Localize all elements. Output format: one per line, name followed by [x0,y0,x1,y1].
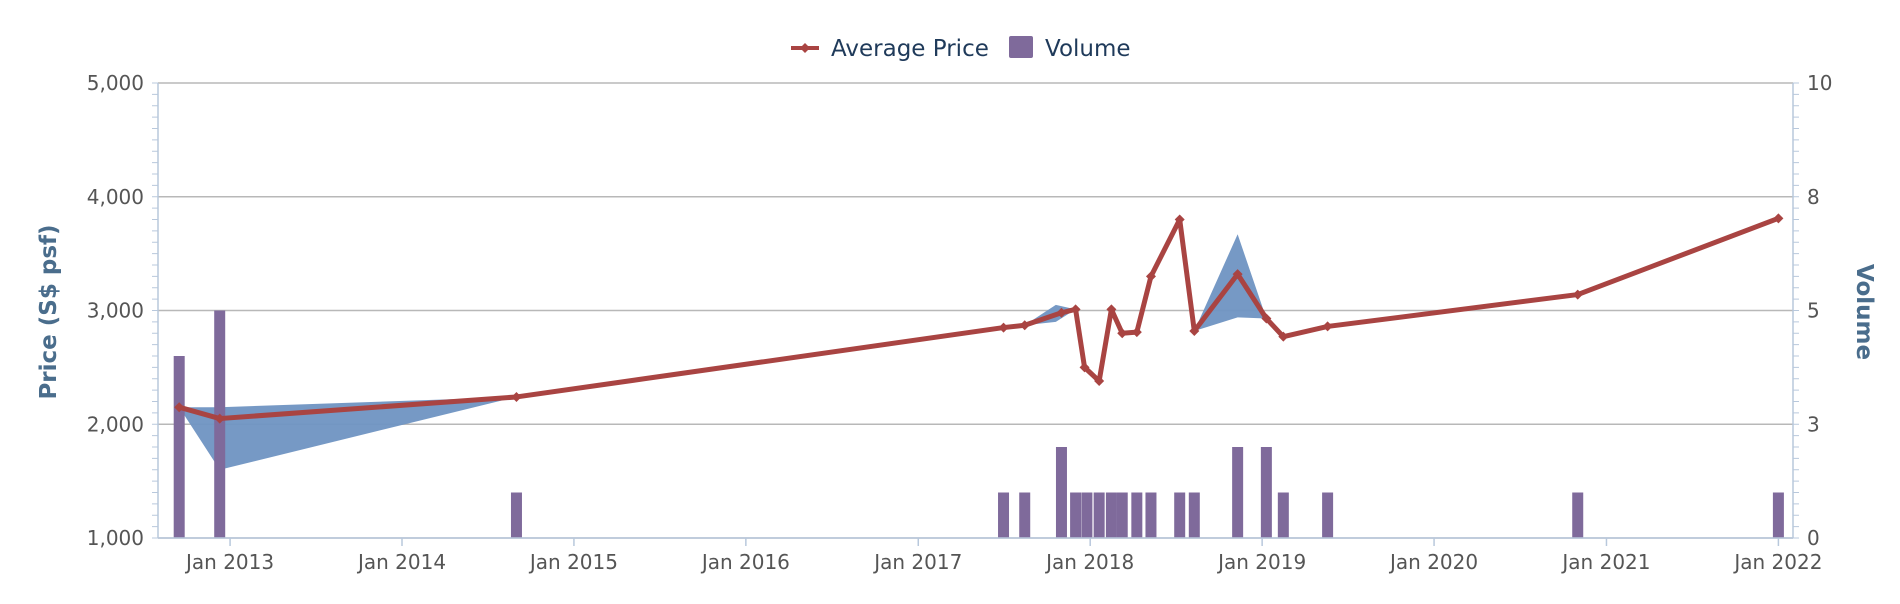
volume-bar[interactable] [1070,492,1082,539]
x-tick-label: Jan 2019 [1216,550,1306,574]
x-tick-label: Jan 2016 [700,550,790,574]
y-axis-left-title: Price (S$ psf) [36,224,62,399]
volume-bar[interactable] [1260,447,1272,538]
volume-bar[interactable] [1174,492,1186,539]
volume-bar[interactable] [1081,492,1093,539]
volume-bar[interactable] [214,310,226,539]
price-point-marker[interactable] [1019,320,1030,331]
volume-bar[interactable] [998,492,1010,539]
price-point-marker[interactable] [1070,304,1081,315]
average-price-line [178,216,1780,422]
price-point-marker[interactable] [1322,321,1333,332]
x-tick-label: Jan 2018 [1044,550,1134,574]
x-tick-label: Jan 2022 [1732,550,1822,574]
x-tick-label: Jan 2014 [356,550,446,574]
volume-bar[interactable] [1093,492,1105,539]
x-tick-label: Jan 2017 [872,550,962,574]
price-point-marker[interactable] [1079,362,1090,373]
price-point-marker[interactable] [1106,304,1117,315]
price-point-marker[interactable] [1094,376,1105,387]
price-line-layer [174,213,1784,424]
grid-layer [158,82,1793,539]
price-point-marker[interactable] [1131,327,1142,338]
x-tick-label: Jan 2013 [184,550,274,574]
volume-bar[interactable] [1116,492,1128,539]
volume-bar[interactable] [1131,492,1143,539]
volume-bar[interactable] [510,492,522,539]
price-point-marker[interactable] [214,413,225,424]
price-point-marker[interactable] [1773,213,1784,224]
volume-bar[interactable] [1188,492,1200,539]
y-left-tick-label: 2,000 [87,412,144,436]
x-tick-label: Jan 2020 [1388,550,1478,574]
volume-bar[interactable] [1277,492,1289,539]
price-point-marker[interactable] [1572,289,1583,300]
legend-diamond-icon [800,43,810,53]
legend-label-average-price: Average Price [831,36,989,62]
price-point-marker[interactable] [998,322,1009,333]
volume-bar[interactable] [1055,447,1067,538]
volume-bar[interactable] [173,356,185,538]
y-left-tick-label: 5,000 [87,71,144,95]
price-point-marker[interactable] [1278,331,1289,342]
x-tick-label: Jan 2021 [1560,550,1650,574]
range-band-layer [179,234,1267,470]
volume-bar-layer [173,310,1784,539]
price-point-marker[interactable] [1261,313,1272,324]
y-left-tick-label: 1,000 [87,526,144,550]
volume-bar[interactable] [1145,492,1157,539]
x-tick-label: Jan 2015 [528,550,618,574]
volume-bar[interactable] [1019,492,1031,539]
price-point-marker[interactable] [1056,307,1067,318]
volume-bar[interactable] [1232,447,1244,538]
volume-bar[interactable] [1105,492,1117,539]
price-point-marker[interactable] [174,402,185,413]
price-point-marker[interactable] [1189,325,1200,336]
price-point-marker[interactable] [1232,269,1243,280]
legend-square-swatch [1009,36,1033,58]
volume-bar[interactable] [1772,492,1784,539]
legend-item-average-price[interactable]: Average Price [791,36,989,62]
price-point-marker[interactable] [1117,328,1128,339]
y-right-tick-label: 10 [1807,71,1832,95]
y-axis-right-title: Volume [1851,264,1877,360]
price-range-band [179,234,1267,470]
y-left-tick-label: 4,000 [87,185,144,209]
y-right-tick-label: 8 [1807,185,1820,209]
price-point-marker[interactable] [511,391,522,402]
y-left-tick-label: 3,000 [87,299,144,323]
y-right-tick-label: 5 [1807,299,1820,323]
legend-item-volume[interactable]: Volume [1009,36,1131,62]
y-right-tick-label: 0 [1807,526,1820,550]
volume-bar[interactable] [1322,492,1334,539]
volume-bar[interactable] [1572,492,1584,539]
legend[interactable]: Average Price Volume [791,36,1131,62]
price-point-marker[interactable] [1145,271,1156,282]
axis-layer: 1,000 2,000 3,000 4,000 5,000 0 3 5 8 10 Jan 2013 J… [87,71,1833,574]
y-right-tick-label: 3 [1807,412,1820,436]
price-point-marker[interactable] [1174,214,1185,225]
legend-label-volume: Volume [1045,36,1131,62]
